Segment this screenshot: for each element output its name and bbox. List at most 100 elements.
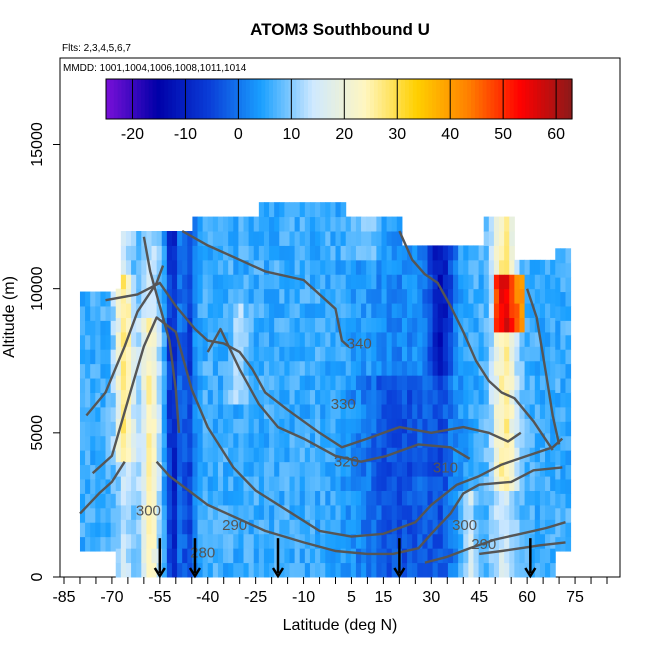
heatmap-cell xyxy=(335,303,342,318)
heatmap-cell xyxy=(202,245,209,261)
heatmap-cell xyxy=(468,288,474,304)
heatmap-cell xyxy=(166,259,173,275)
heatmap-cell xyxy=(197,288,204,304)
heatmap-cell xyxy=(437,432,444,448)
heatmap-cell xyxy=(217,360,224,376)
colorbar-swatch xyxy=(521,79,526,119)
heatmap-cell xyxy=(197,274,204,290)
heatmap-cell xyxy=(187,519,193,535)
heatmap-cell xyxy=(488,389,495,405)
heatmap-cell xyxy=(243,259,250,275)
heatmap-cell xyxy=(95,291,101,307)
contour-label: 340 xyxy=(347,335,372,352)
heatmap-cell xyxy=(223,303,229,318)
heatmap-cell xyxy=(115,519,122,535)
heatmap-cell xyxy=(136,231,142,246)
heatmap-cell xyxy=(274,331,280,347)
heatmap-cell xyxy=(499,447,505,463)
heatmap-cell xyxy=(325,360,331,376)
heatmap-cell xyxy=(335,504,342,520)
heatmap-cell xyxy=(156,404,163,419)
heatmap-cell xyxy=(269,216,275,232)
heatmap-cell xyxy=(529,360,536,376)
heatmap-cell xyxy=(447,562,454,578)
heatmap-cell xyxy=(560,522,566,538)
heatmap-cell xyxy=(325,432,331,448)
heatmap-cell xyxy=(233,216,239,232)
heatmap-cell xyxy=(289,548,296,564)
heatmap-cell xyxy=(386,259,393,275)
heatmap-cell xyxy=(197,346,204,362)
heatmap-cell xyxy=(381,389,388,405)
heatmap-cell xyxy=(355,216,362,232)
heatmap-cell xyxy=(192,245,199,261)
heatmap-cell xyxy=(534,548,541,564)
heatmap-cell xyxy=(304,404,311,419)
heatmap-cell xyxy=(376,303,382,318)
heatmap-cell xyxy=(248,259,255,275)
heatmap-cell xyxy=(223,461,229,477)
heatmap-cell xyxy=(320,331,326,347)
heatmap-cell xyxy=(519,303,526,318)
heatmap-cell xyxy=(161,288,168,304)
heatmap-cell xyxy=(315,375,321,391)
heatmap-cell xyxy=(376,504,382,520)
heatmap-cell xyxy=(151,346,158,362)
heatmap-cell xyxy=(417,404,423,419)
heatmap-cell xyxy=(187,404,193,419)
heatmap-cell xyxy=(366,548,372,564)
heatmap-cell xyxy=(488,245,495,261)
heatmap-cell xyxy=(207,360,214,376)
heatmap-cell xyxy=(350,533,357,549)
heatmap-cell xyxy=(396,231,403,246)
heatmap-cell xyxy=(90,478,96,494)
heatmap-cell xyxy=(289,490,296,506)
colorbar-swatch xyxy=(346,79,352,119)
heatmap-cell xyxy=(248,245,255,261)
heatmap-cell xyxy=(396,490,403,506)
heatmap-cell xyxy=(386,303,393,318)
heatmap-cell xyxy=(263,461,270,477)
colorbar-swatch xyxy=(109,79,115,119)
heatmap-cell xyxy=(350,548,357,564)
heatmap-cell xyxy=(422,274,428,290)
heatmap-cell xyxy=(217,259,224,275)
heatmap-cell xyxy=(177,259,183,275)
heatmap-cell xyxy=(499,231,505,246)
heatmap-cell xyxy=(442,432,449,448)
heatmap-cell xyxy=(269,202,275,218)
heatmap-cell xyxy=(79,291,86,307)
heatmap-cell xyxy=(274,346,280,362)
heatmap-cell xyxy=(509,375,515,391)
heatmap-cell xyxy=(146,476,153,491)
heatmap-cell xyxy=(345,533,352,549)
heatmap-cell xyxy=(545,331,551,347)
heatmap-cell xyxy=(427,303,434,318)
heatmap-cell xyxy=(355,274,362,290)
heatmap-cell xyxy=(315,447,321,463)
heatmap-cell xyxy=(192,519,199,535)
colorbar-swatch xyxy=(253,79,259,119)
heatmap-cell xyxy=(355,548,362,564)
heatmap-cell xyxy=(151,490,158,506)
heatmap-cell xyxy=(335,259,342,275)
heatmap-cell xyxy=(391,346,398,362)
heatmap-cell xyxy=(182,490,188,506)
heatmap-cell xyxy=(529,562,536,578)
heatmap-cell xyxy=(238,432,245,448)
heatmap-cell xyxy=(407,346,413,362)
heatmap-cell xyxy=(437,548,444,564)
heatmap-cell xyxy=(519,562,526,578)
heatmap-cell xyxy=(350,389,357,405)
colorbar-tick-label: -10 xyxy=(174,126,197,143)
heatmap-cell xyxy=(217,533,224,549)
heatmap-cell xyxy=(166,346,173,362)
heatmap-cell xyxy=(177,331,183,347)
heatmap-cell xyxy=(233,245,239,261)
heatmap-cell xyxy=(560,378,566,393)
heatmap-cell xyxy=(223,519,229,535)
heatmap-cell xyxy=(202,519,209,535)
heatmap-cell xyxy=(269,346,275,362)
heatmap-cell xyxy=(166,389,173,405)
